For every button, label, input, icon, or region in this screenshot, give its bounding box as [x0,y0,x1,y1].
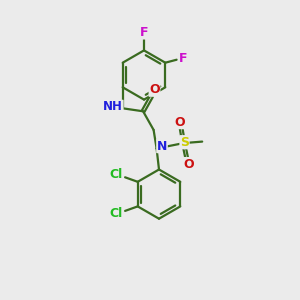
Text: O: O [149,83,160,96]
Text: F: F [140,26,148,39]
Text: S: S [180,136,189,149]
Text: Cl: Cl [110,168,123,181]
Text: N: N [157,140,167,153]
Text: F: F [178,52,187,65]
Text: O: O [174,116,185,129]
Text: Cl: Cl [110,207,123,220]
Text: O: O [184,158,194,171]
Text: NH: NH [103,100,123,113]
